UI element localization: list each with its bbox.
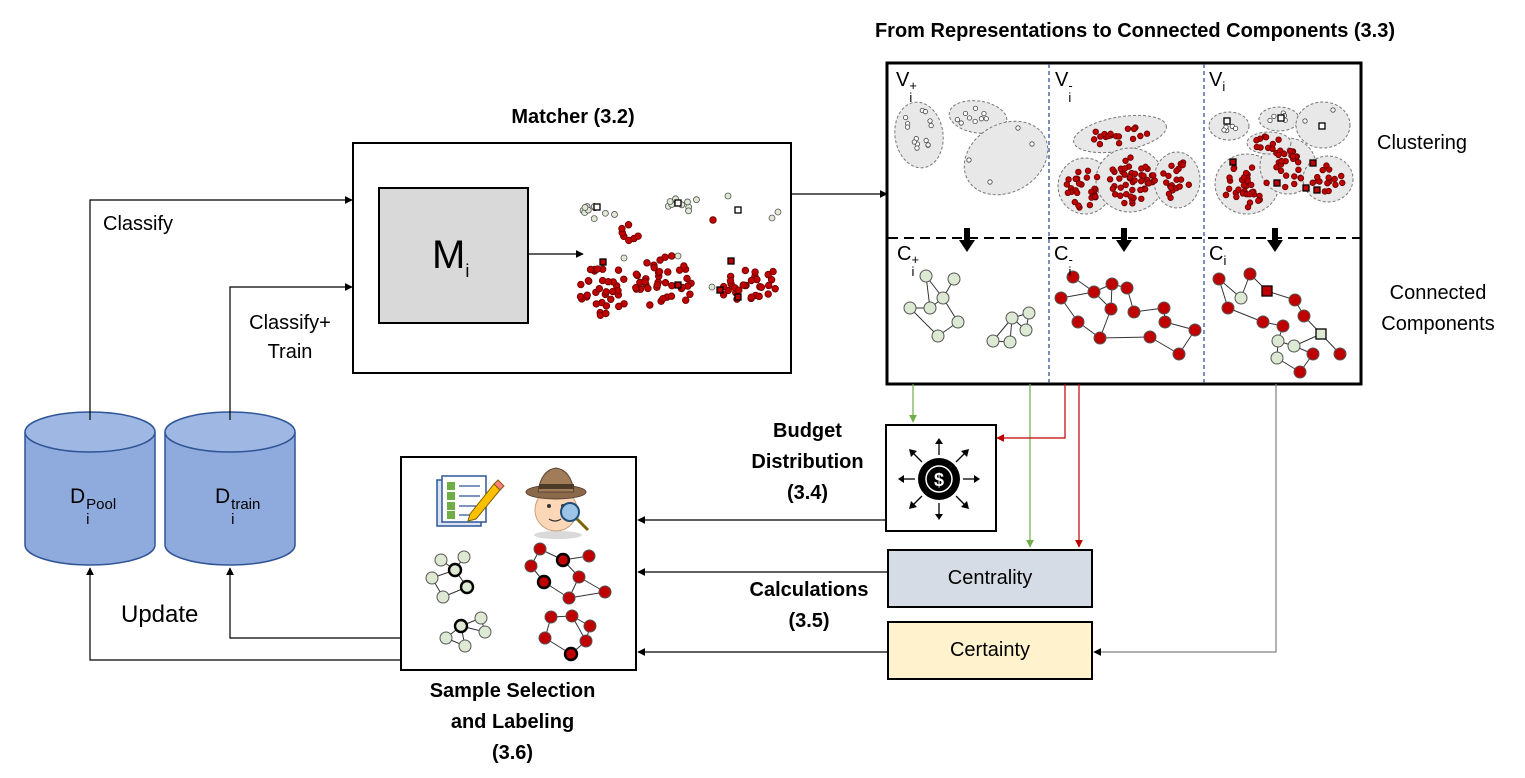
- centrality-box[interactable]: [887, 549, 1093, 608]
- certainty-box[interactable]: [887, 621, 1093, 680]
- clustering-label: Clustering: [1377, 132, 1468, 154]
- detective-icon: [525, 467, 590, 539]
- cluster-scatter: [903, 105, 1346, 211]
- classify-label: Classify: [103, 213, 174, 235]
- dollar-distribution-icon: $: [898, 438, 980, 520]
- pool-db-label: D Pool i: [70, 485, 117, 528]
- budget-label-1: Budget: [773, 420, 842, 442]
- red-arrow-budget: [996, 384, 1066, 442]
- v-all-label: Vi: [1209, 69, 1226, 94]
- selection-label-3: (3.6): [491, 742, 534, 764]
- model-label: Mi: [432, 233, 470, 281]
- classify-train-arrow: [229, 283, 353, 420]
- connected-label-1: Connected: [1389, 282, 1487, 304]
- svg-text:$: $: [934, 470, 944, 490]
- classify-train-label-1: Classify+: [249, 312, 331, 334]
- budget-label-3: (3.4): [786, 482, 829, 504]
- centrality-label: Centrality: [947, 567, 1033, 589]
- checklist-icon: [436, 475, 505, 527]
- selection-label-1: Sample Selection: [429, 680, 596, 702]
- classify-train-label-2: Train: [267, 341, 313, 363]
- connected-component-graphs: [903, 267, 1347, 379]
- matcher-scatter: [576, 192, 782, 319]
- model-box[interactable]: [378, 187, 529, 324]
- c-plus-label: C + i: [897, 243, 920, 279]
- classify-arrow: [89, 196, 353, 420]
- selection-graphs: [425, 542, 612, 662]
- v-minus-label: V-i: [1055, 69, 1073, 105]
- connected-label-2: Components: [1381, 313, 1495, 335]
- update-arrow-train: [226, 567, 400, 639]
- c-minus-label: C-i: [1054, 243, 1073, 279]
- matcher-title: Matcher (3.2): [511, 106, 635, 128]
- cc-title: From Representations to Connected Compon…: [874, 20, 1396, 42]
- update-label: Update: [121, 601, 199, 628]
- c-all-label: Ci: [1209, 243, 1227, 268]
- down-arrow-icon: [959, 228, 1283, 252]
- certainty-input-arrow: [1093, 384, 1277, 656]
- certainty-label: Certainty: [949, 639, 1031, 661]
- update-arrow-pool: [86, 567, 400, 661]
- selection-label-2: and Labeling: [450, 711, 575, 733]
- calc-label-1: Calculations: [749, 579, 869, 601]
- v-plus-label: V + i: [896, 69, 917, 105]
- calc-label-2: (3.5): [788, 610, 830, 632]
- train-database-icon[interactable]: [164, 411, 296, 566]
- budget-label-2: Distribution: [751, 451, 864, 473]
